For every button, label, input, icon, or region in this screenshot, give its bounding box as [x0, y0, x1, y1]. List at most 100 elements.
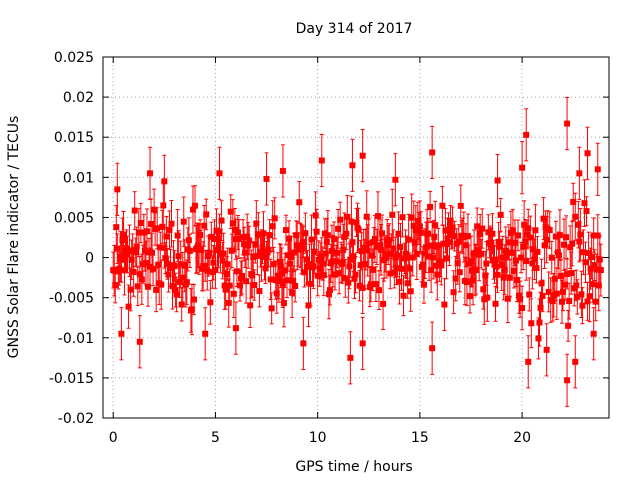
data-point — [595, 282, 602, 289]
data-point — [454, 260, 461, 267]
data-point — [300, 340, 307, 347]
data-point — [529, 260, 536, 267]
data-point — [231, 226, 238, 233]
data-point — [411, 239, 418, 246]
data-point — [385, 241, 392, 248]
data-point — [247, 302, 254, 309]
data-point — [324, 232, 331, 239]
data-point — [172, 287, 179, 294]
data-point — [216, 228, 223, 235]
data-point — [202, 262, 209, 269]
data-point — [564, 120, 571, 127]
data-point — [484, 294, 491, 301]
data-point — [423, 244, 430, 251]
data-point — [502, 248, 509, 255]
data-point — [249, 272, 256, 279]
data-point — [494, 271, 501, 278]
data-point — [250, 253, 257, 260]
data-point — [517, 296, 524, 303]
data-point — [201, 222, 208, 229]
data-point — [358, 248, 365, 255]
data-point — [223, 271, 230, 278]
data-point — [579, 302, 586, 309]
data-point — [532, 227, 539, 234]
data-point — [296, 199, 303, 206]
data-point — [291, 249, 298, 256]
data-point — [229, 220, 236, 227]
data-point — [179, 274, 186, 281]
data-point — [489, 230, 496, 237]
data-point — [174, 232, 181, 239]
data-point — [468, 258, 474, 265]
data-point — [409, 254, 416, 261]
data-point — [378, 246, 385, 253]
data-point — [539, 292, 546, 299]
data-point — [319, 260, 326, 267]
data-point — [158, 281, 165, 288]
data-point — [185, 237, 192, 244]
data-point — [477, 231, 484, 238]
data-point — [474, 223, 481, 230]
data-point — [429, 345, 436, 352]
data-point — [359, 152, 366, 159]
data-point — [273, 290, 280, 297]
x-tick-label: 10 — [309, 430, 327, 446]
data-point — [556, 232, 563, 239]
data-point — [259, 244, 266, 251]
data-point — [536, 319, 543, 326]
y-tick-label: 0.015 — [54, 130, 94, 146]
data-point — [177, 261, 184, 268]
data-point — [171, 263, 178, 270]
data-point — [350, 253, 357, 260]
data-point — [422, 250, 428, 257]
data-point — [574, 293, 581, 300]
data-point — [345, 279, 352, 286]
data-point — [123, 245, 130, 252]
data-point — [434, 271, 441, 278]
y-tick-label: 0.025 — [54, 50, 94, 66]
data-point — [576, 238, 583, 245]
data-point — [499, 254, 506, 261]
data-point — [370, 239, 377, 246]
data-point — [239, 272, 246, 279]
data-point — [496, 243, 503, 250]
data-point — [348, 218, 355, 225]
data-point — [146, 249, 152, 256]
x-tick-label: 0 — [109, 430, 118, 446]
data-point — [572, 213, 579, 220]
data-point — [198, 247, 205, 254]
data-point — [589, 281, 596, 288]
data-point — [166, 226, 173, 233]
data-point — [520, 243, 527, 250]
data-point — [395, 230, 402, 237]
data-point — [189, 206, 196, 213]
data-point — [533, 265, 540, 272]
data-point — [153, 286, 160, 293]
data-point — [541, 242, 548, 249]
data-point — [562, 281, 569, 288]
data-point — [154, 225, 161, 232]
data-point — [557, 273, 564, 280]
data-point — [292, 282, 299, 289]
data-point — [347, 354, 354, 361]
data-point — [353, 219, 360, 226]
data-point — [584, 298, 591, 305]
data-point — [572, 358, 579, 365]
data-point — [305, 302, 312, 309]
data-point — [270, 261, 277, 268]
data-point — [432, 222, 439, 229]
data-point — [368, 252, 375, 259]
data-point — [135, 229, 142, 236]
data-point — [466, 293, 473, 300]
data-point — [462, 242, 469, 249]
data-point — [120, 232, 127, 239]
data-point — [440, 240, 447, 247]
data-point — [233, 268, 240, 275]
data-point — [570, 198, 577, 205]
data-point — [523, 258, 530, 265]
data-point — [130, 268, 137, 275]
data-layer — [110, 97, 604, 407]
data-point — [498, 262, 505, 269]
data-point — [391, 269, 398, 276]
data-point — [356, 282, 363, 289]
